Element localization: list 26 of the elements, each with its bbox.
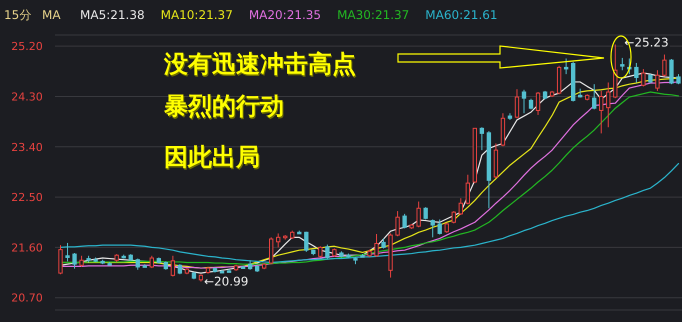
y-tick-label: 22.50 [11, 191, 43, 204]
candlestick [466, 174, 470, 205]
candlestick [592, 84, 596, 110]
text: MA30:21.37 [337, 8, 410, 22]
annotation: 没有迅速冲击高点 [164, 52, 357, 80]
text: MA20:21.35 [248, 8, 322, 22]
candlestick [662, 54, 667, 77]
candlestick [514, 88, 520, 119]
candlestick [416, 201, 421, 228]
text: MA10:21.37 [160, 8, 233, 22]
y-tick-label: 20.70 [11, 292, 43, 305]
candlestick [480, 126, 484, 151]
y-tick-label: 23.40 [11, 140, 43, 154]
annotation: ←20.99 [204, 274, 248, 288]
annotation: 因此出局 [165, 144, 261, 172]
y-tick-label: 25.20 [11, 40, 43, 54]
text: 15分 [4, 8, 32, 22]
text: MA [42, 8, 62, 22]
y-tick-label: 21.60 [11, 241, 43, 254]
annotation: 暴烈的行动 [164, 94, 285, 122]
candlestick [606, 82, 610, 128]
text: MA5:21.38 [80, 8, 145, 22]
candlestick [655, 70, 660, 92]
y-tick-label: 24.30 [11, 90, 43, 104]
candlestick [599, 90, 604, 134]
text: MA60:21.61 [425, 8, 498, 22]
